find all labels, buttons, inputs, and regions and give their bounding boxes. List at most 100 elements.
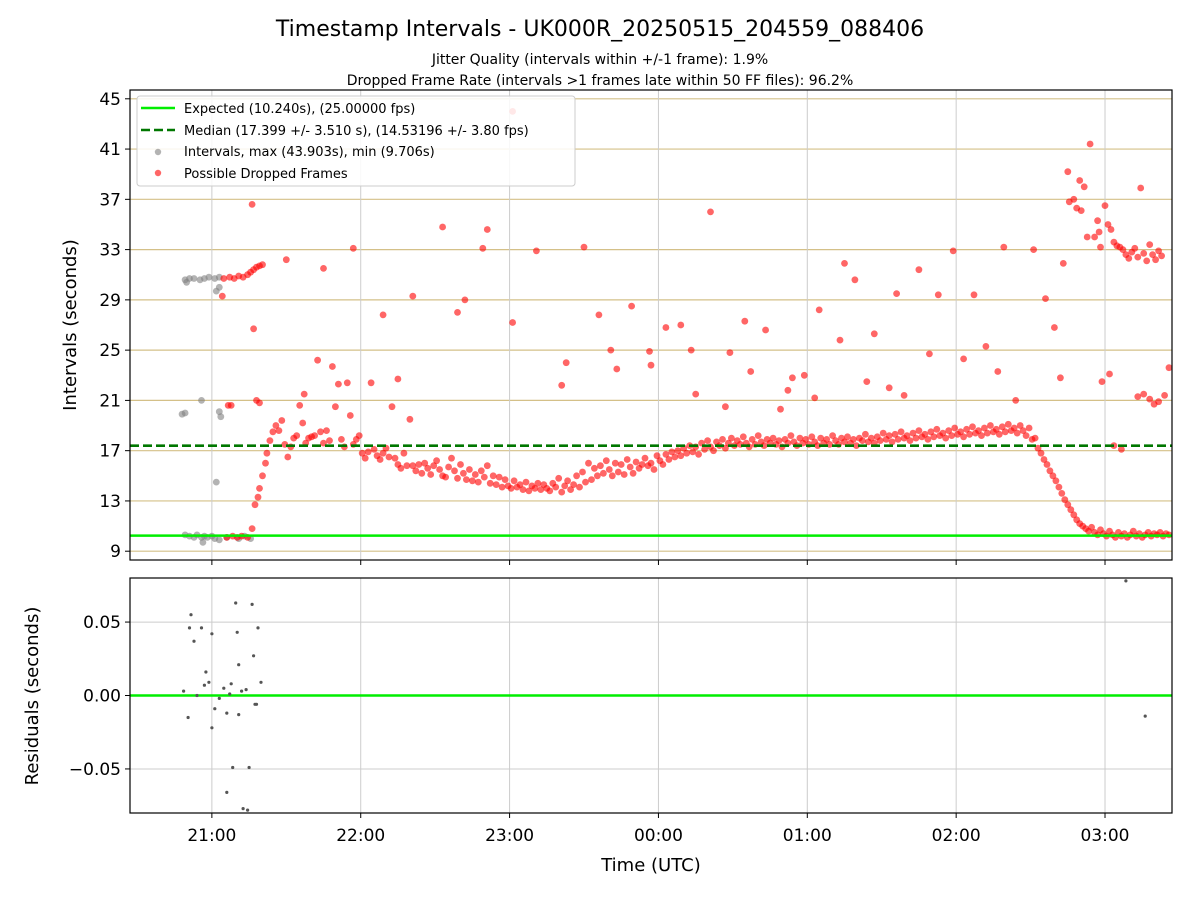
dropped-frame-point	[364, 448, 372, 456]
dropped-frame-point	[418, 469, 426, 477]
dropped-frame-point	[385, 453, 393, 461]
y-tick-label: 13	[99, 492, 121, 512]
residual-point	[246, 808, 250, 812]
dropped-frame-point	[853, 442, 860, 449]
dropped-frame-point	[588, 476, 595, 483]
x-axis-label: Time (UTC)	[600, 855, 701, 876]
dropped-frame-point	[486, 479, 494, 487]
dropped-frame-point	[275, 427, 283, 434]
dropped-frame-point	[906, 437, 914, 444]
x-tick-label: 02:00	[932, 826, 981, 846]
dropped-frame-point	[454, 309, 461, 316]
legend-label-median: Median (17.399 +/- 3.510 s), (14.53196 +…	[184, 124, 529, 139]
x-tick-label: 01:00	[783, 826, 832, 846]
residual-point	[192, 639, 196, 643]
dropped-frame-point	[933, 425, 941, 433]
dropped-frame-point	[1140, 250, 1148, 257]
dropped-frame-point	[1149, 251, 1156, 258]
residual-point	[1124, 579, 1128, 583]
dropped-frame-point	[424, 464, 432, 472]
dropped-frame-point	[1043, 461, 1051, 468]
interval-point	[212, 287, 220, 295]
dropped-frame-point	[650, 466, 658, 473]
dropped-frame-point	[885, 384, 893, 392]
dropped-frame-point	[272, 422, 280, 429]
dropped-frame-point	[915, 427, 923, 434]
dropped-frame-point	[580, 243, 588, 251]
dropped-frame-point	[668, 448, 676, 456]
dropped-frame-point	[951, 424, 959, 432]
dropped-frame-point	[579, 468, 586, 476]
dropped-frame-point	[701, 446, 708, 453]
dropped-frame-point	[259, 261, 266, 269]
residual-point	[195, 693, 199, 698]
dropped-frame-point	[409, 462, 417, 470]
dropped-frame-point	[897, 428, 905, 436]
dropped-frame-point	[960, 355, 967, 363]
dropped-frame-point	[439, 223, 446, 231]
dropped-frame-point	[748, 436, 756, 443]
dropped-frame-point	[1065, 198, 1073, 206]
dropped-frame-point	[1131, 244, 1139, 252]
dropped-frame-point	[1161, 392, 1168, 399]
dropped-frame-point	[296, 402, 304, 409]
dropped-frame-point	[683, 449, 691, 457]
dropped-frame-point	[949, 247, 957, 255]
residual-point	[229, 682, 233, 686]
residual-point	[187, 626, 192, 630]
dropped-frame-point	[802, 436, 810, 443]
dropped-frame-point	[921, 430, 929, 438]
dropped-frame-point	[829, 432, 836, 439]
dropped-frame-point	[876, 437, 884, 444]
dropped-frame-point	[626, 463, 634, 471]
dropped-frame-point	[479, 244, 487, 252]
dropped-frame-point	[646, 348, 653, 355]
dropped-frame-point	[537, 486, 545, 493]
dropped-frame-point	[607, 346, 615, 354]
interval-point	[198, 397, 205, 404]
residual-point	[241, 807, 245, 811]
dropped-frame-point	[501, 476, 509, 483]
dropped-frame-point	[879, 429, 887, 437]
dropped-frame-point	[220, 275, 228, 282]
dropped-frame-point	[1137, 184, 1145, 192]
dropped-frame-point	[516, 481, 524, 488]
dropped-frame-point	[1064, 168, 1072, 176]
dropped-frame-point	[483, 226, 491, 233]
dropped-frame-point	[924, 436, 932, 443]
dropped-frame-point	[311, 432, 318, 439]
dropped-frame-point	[851, 276, 859, 284]
x-tick-label: 22:00	[336, 826, 385, 846]
dropped-frame-point	[726, 349, 734, 356]
dropped-frame-point	[1076, 177, 1084, 184]
dropped-frame-point	[1022, 432, 1030, 439]
dropped-frame-point	[841, 438, 848, 446]
dropped-frame-point	[942, 434, 950, 442]
dropped-frame-point	[1070, 511, 1078, 519]
dropped-frame-point	[1152, 256, 1159, 264]
y-tick-label: 25	[99, 341, 121, 361]
chart-subtitle-jitter: Jitter Quality (intervals within +/-1 fr…	[431, 52, 768, 68]
dropped-frame-point	[1088, 523, 1095, 531]
dropped-frame-point	[823, 436, 831, 443]
dropped-frame-point	[1146, 395, 1154, 403]
dropped-frame-point	[254, 493, 262, 501]
dropped-frame-point	[430, 462, 438, 470]
dropped-frame-point	[1125, 255, 1133, 262]
dropped-frame-point	[1058, 490, 1066, 497]
dropped-frame-point	[1086, 140, 1094, 148]
dropped-frame-point	[1094, 217, 1101, 225]
dropped-frame-point	[867, 434, 875, 442]
dropped-frame-point	[978, 432, 985, 439]
dropped-frame-point	[1013, 429, 1021, 437]
dropped-frame-point	[1143, 257, 1151, 265]
dropped-frame-point	[338, 436, 345, 443]
x-tick-label: 23:00	[485, 826, 534, 846]
y-tick-label: 33	[99, 241, 121, 261]
residual-point	[237, 663, 241, 667]
dropped-frame-point	[1067, 506, 1075, 514]
dropped-frame-point	[998, 423, 1006, 431]
dropped-frame-point	[558, 488, 566, 496]
dropped-frame-point	[403, 462, 411, 470]
dropped-frame-point	[611, 459, 619, 467]
